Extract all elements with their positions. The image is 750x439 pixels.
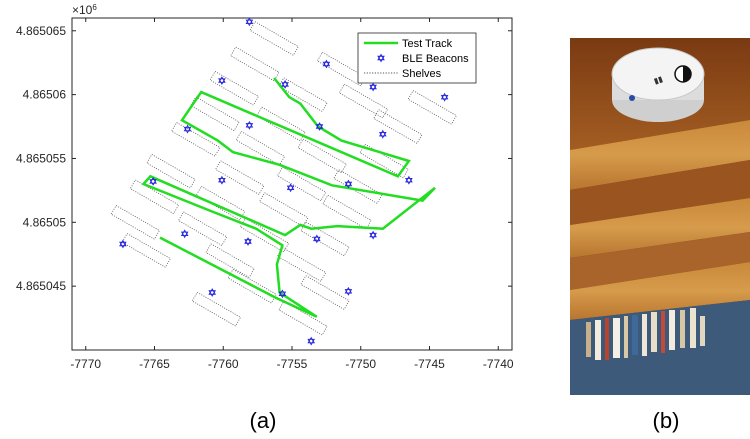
- beacon-marker: [244, 237, 252, 246]
- caption-b: (b): [653, 408, 680, 433]
- shelf-rect: [276, 166, 327, 202]
- shelf-rect: [235, 130, 286, 166]
- beacon-photo: ▮▮: [570, 38, 750, 395]
- ble-beacon-device: ▮▮: [611, 47, 705, 122]
- beacon-marker: [245, 17, 254, 27]
- shelf-front-board-2: [570, 198, 750, 258]
- test-track-line: [141, 77, 436, 318]
- shelf-front-board: [570, 120, 750, 190]
- beacon-marker: [344, 286, 353, 296]
- shelf-rect: [259, 192, 309, 227]
- beacon-marker: [312, 234, 321, 244]
- beacon-marker: [405, 175, 413, 185]
- beacon-marker: [344, 179, 353, 189]
- x-tick-label: -7745: [414, 357, 445, 371]
- x-axis: -7770 -7765 -7760 -7755 -7750 -7745 -7740: [70, 18, 514, 371]
- shelf-rect: [171, 121, 221, 157]
- beacon-marker: [286, 183, 295, 193]
- y-tick-label: 4.86506: [23, 88, 67, 102]
- legend-track-label: Test Track: [402, 38, 453, 50]
- test-track-layer: [141, 77, 436, 318]
- caption-a: (a): [250, 408, 277, 433]
- beacon-marker: [183, 124, 192, 134]
- shelf-front-board-3: [570, 232, 750, 290]
- svg-text:▮▮: ▮▮: [653, 74, 664, 85]
- legend: Test Track BLE Beacons Shelves: [357, 32, 477, 84]
- shelf-rect: [373, 109, 423, 144]
- shelf-rect: [316, 51, 367, 87]
- shelf-rect: [191, 291, 242, 327]
- shelf-front-board-4: [570, 262, 750, 320]
- beacon-marker: [281, 79, 289, 89]
- shelves-layer: [110, 21, 457, 336]
- x-tick-label: -7765: [139, 357, 170, 371]
- legend-box: [357, 32, 477, 84]
- shelf-rect: [190, 96, 240, 132]
- shelf-rect: [110, 204, 160, 240]
- beacon-marker: [218, 76, 226, 86]
- y-tick-label: 4.865055: [16, 151, 66, 165]
- shelf-rect: [300, 275, 350, 310]
- shelf-rect: [256, 106, 306, 142]
- y-tick-label: 4.86505: [23, 215, 67, 229]
- beacon-marker: [369, 230, 377, 240]
- y-axis: 4.865045 4.86505 4.865055 4.86506 4.865065: [16, 24, 512, 293]
- shelf-rect: [177, 211, 228, 247]
- beacon-marker: [322, 59, 331, 69]
- shelf-rect: [278, 77, 328, 112]
- shelf-rect: [297, 138, 347, 174]
- shelf-rect: [359, 143, 409, 179]
- shelf-rect: [249, 21, 299, 56]
- legend-beacon-swatch: [377, 53, 385, 63]
- plot-a: -7770 -7765 -7760 -7755 -7750 -7745 -7740 4.86…: [16, 3, 514, 372]
- legend-shelves-label: Shelves: [402, 68, 442, 80]
- beacon-marker: [245, 120, 254, 130]
- shelf-rect: [209, 70, 259, 106]
- x-tick-label: -7750: [345, 357, 376, 371]
- shelf-rect: [407, 90, 457, 125]
- shelf-rect: [215, 160, 265, 195]
- shelf-rect: [227, 268, 277, 304]
- shelf-rect: [146, 153, 196, 189]
- shelf-shadow-band: [570, 160, 750, 225]
- beacons-layer: [119, 17, 449, 346]
- beacon-marker: [440, 92, 449, 102]
- x-tick-label: -7755: [277, 357, 308, 371]
- beacon-marker: [218, 175, 226, 185]
- x-tick-label: -7740: [483, 357, 514, 371]
- beacon-marker: [278, 289, 287, 299]
- shelf-rect: [338, 83, 389, 119]
- beacon-marker: [315, 122, 324, 131]
- shelf-rect: [121, 233, 171, 268]
- shelf-rect: [278, 300, 328, 336]
- y-tick-label: 4.865045: [16, 279, 66, 293]
- shelf-rect: [239, 217, 290, 253]
- shelf-rect: [300, 221, 350, 257]
- beacon-marker: [208, 288, 217, 297]
- x-tick-label: -7760: [208, 357, 239, 371]
- y-tick-label: 4.865065: [16, 24, 66, 38]
- beacon-marker: [149, 176, 157, 186]
- x-tick-label: -7770: [70, 357, 101, 371]
- shelf-rect: [276, 247, 327, 282]
- shelf-rect: [195, 185, 246, 221]
- beacon-marker: [378, 129, 387, 139]
- y-exponent-label: ×106: [72, 3, 97, 18]
- shelf-rect: [230, 46, 280, 82]
- shelf-rect: [129, 179, 180, 215]
- beacon-marker: [307, 336, 316, 346]
- shelf-rect: [333, 169, 383, 204]
- legend-beacons-label: BLE Beacons: [402, 53, 469, 65]
- beacon-marker: [180, 229, 189, 239]
- books: [586, 308, 705, 360]
- shelf-rect: [322, 194, 372, 230]
- beacon-marker: [369, 82, 377, 92]
- shelf-rect: [205, 243, 255, 278]
- beacon-marker: [119, 239, 127, 249]
